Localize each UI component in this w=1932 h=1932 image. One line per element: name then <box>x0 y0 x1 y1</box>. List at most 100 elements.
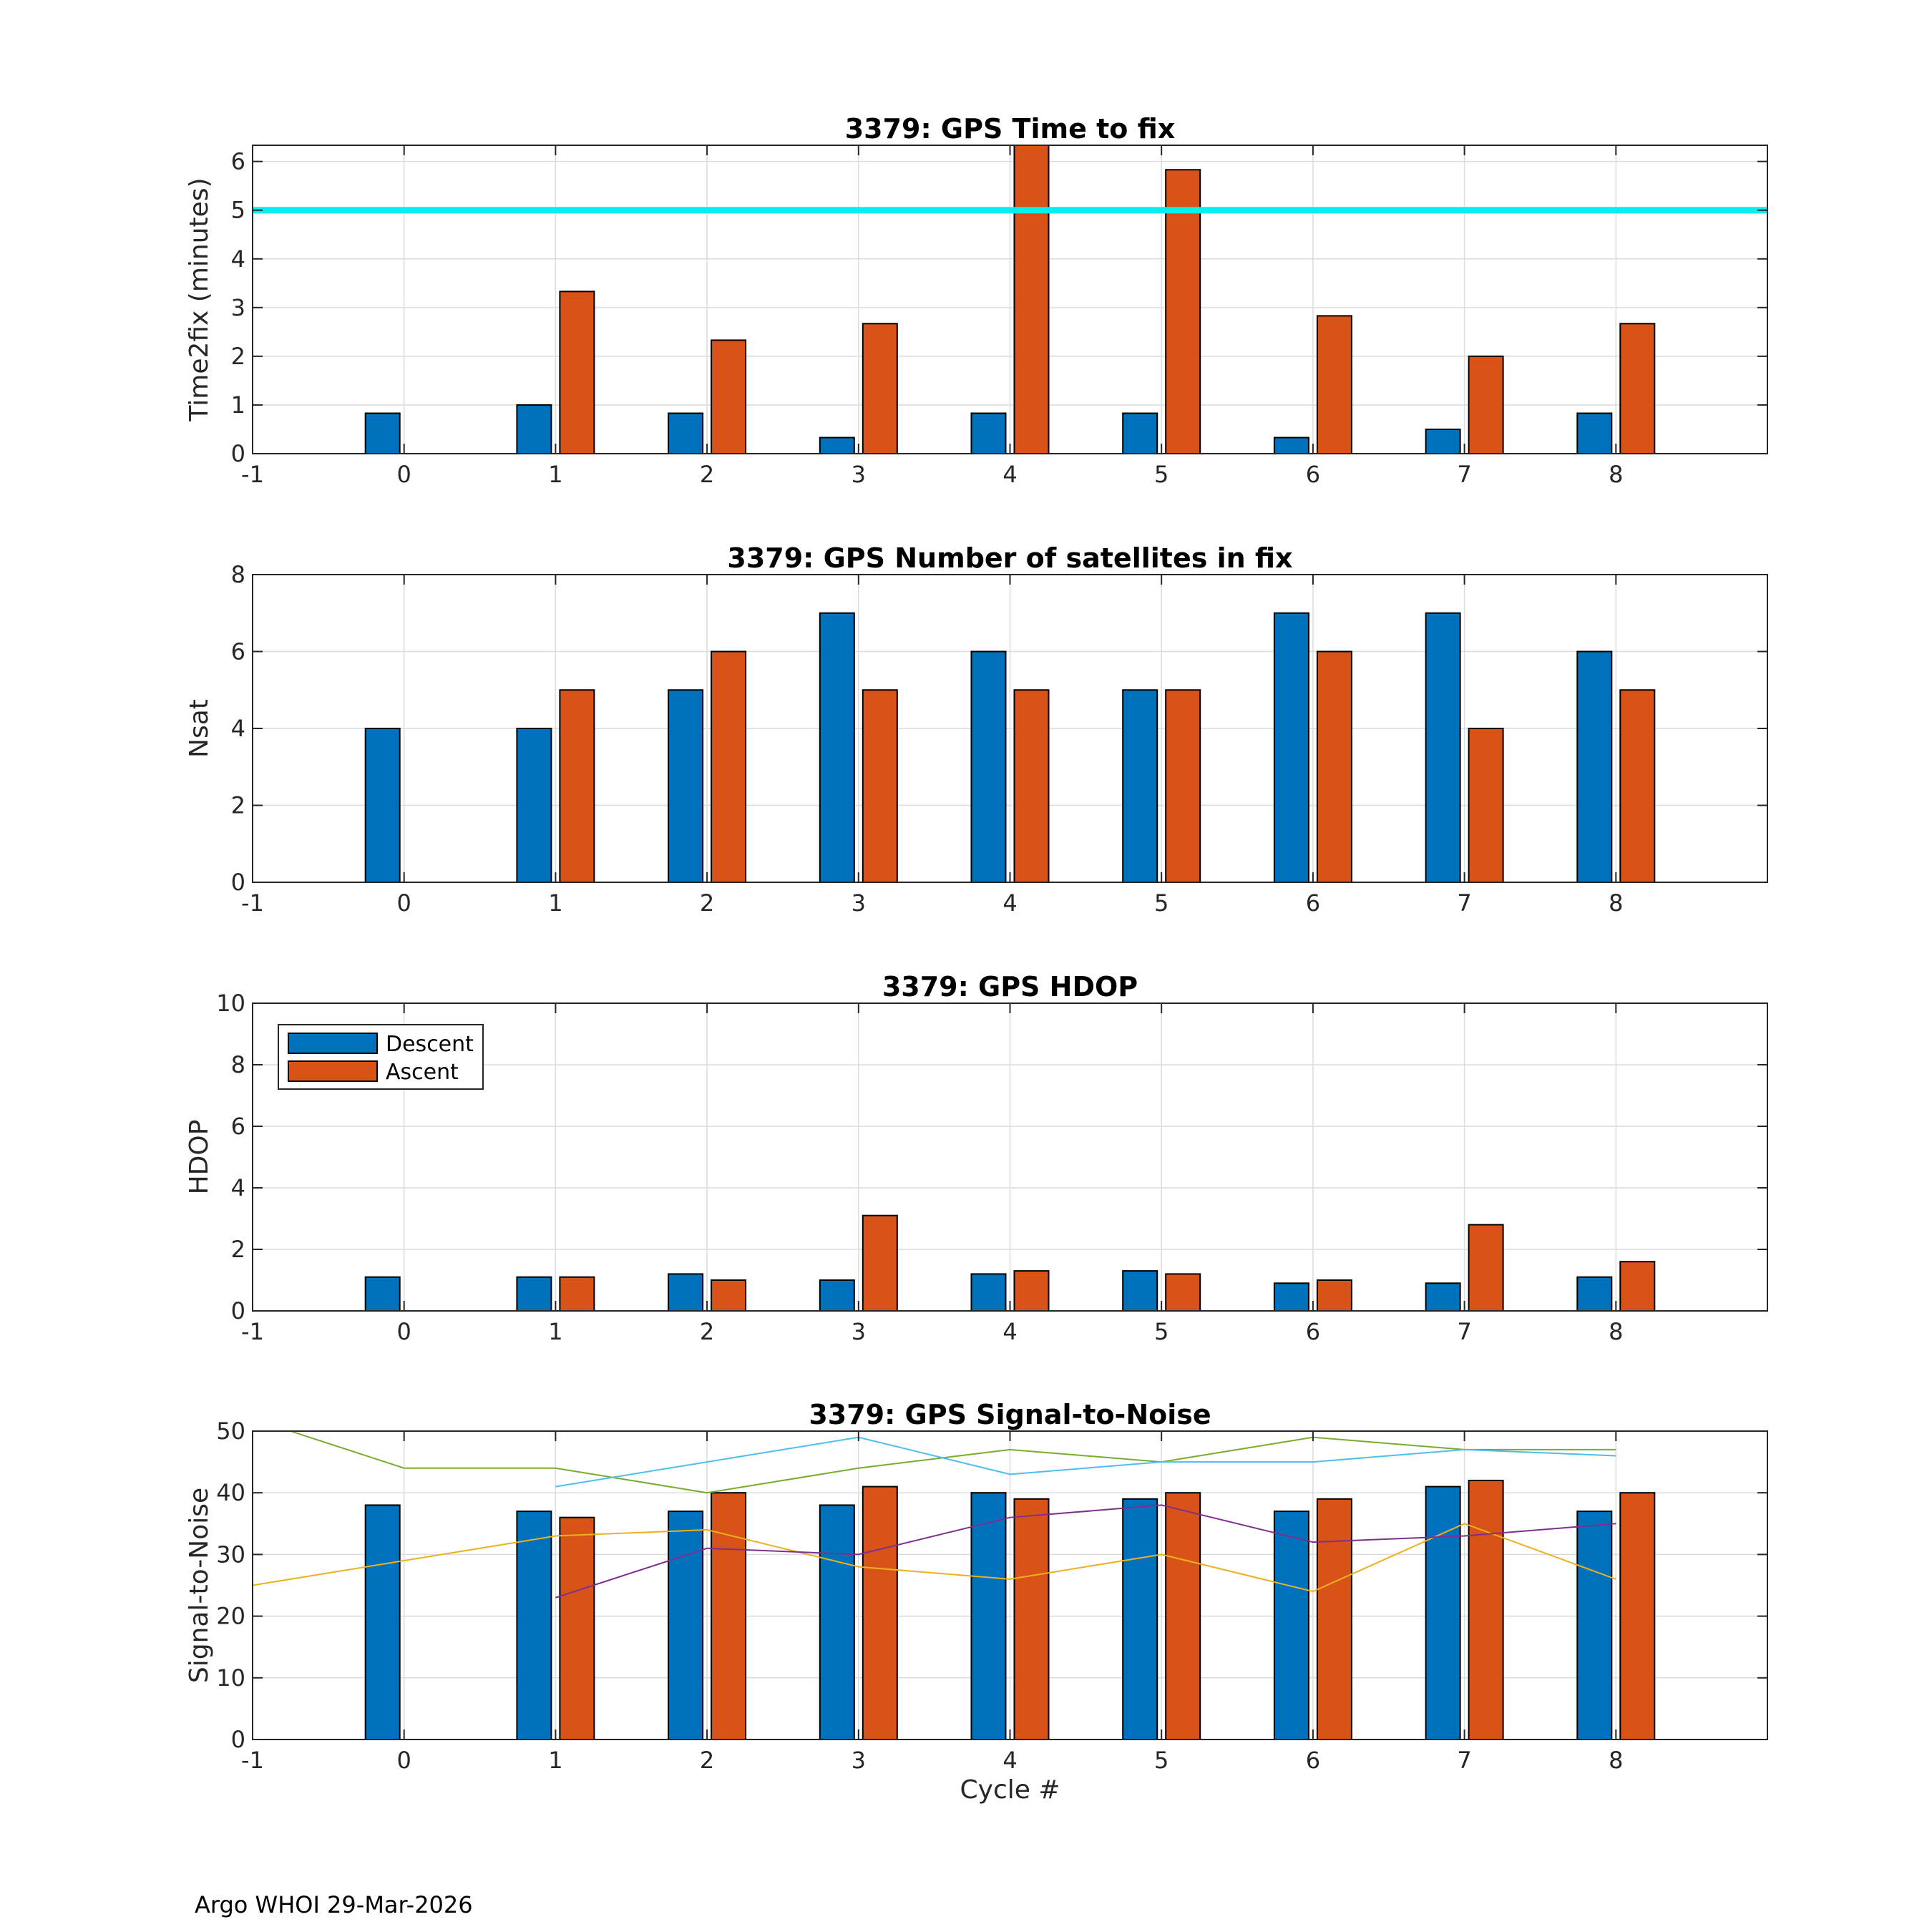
legend-label-descent: Descent <box>386 1032 474 1057</box>
bar-ascent <box>1468 355 1504 454</box>
bar-ascent <box>1165 1492 1201 1740</box>
bar-descent <box>1273 1511 1309 1740</box>
bar-ascent <box>862 323 898 454</box>
bar-descent <box>970 1273 1007 1311</box>
x-axis-label: Cycle # <box>960 1775 1060 1805</box>
y-tick-label: 0 <box>231 440 245 467</box>
x-tick-label: 2 <box>700 1318 714 1345</box>
x-tick-label: 5 <box>1154 461 1169 488</box>
x-tick-label: 1 <box>548 1747 562 1774</box>
bar-descent <box>1122 412 1158 454</box>
legend: Descent Ascent <box>278 1024 484 1090</box>
bar-ascent <box>559 689 595 882</box>
x-tick-label: 4 <box>1002 889 1017 917</box>
y-tick-label: 8 <box>231 561 245 588</box>
bar-descent <box>1425 1485 1461 1740</box>
y-tick-label: 4 <box>231 715 245 742</box>
chart-title: 3379: GPS Signal-to-Noise <box>809 1399 1211 1430</box>
x-tick-label: 5 <box>1154 1318 1169 1345</box>
bar-ascent <box>1013 689 1050 882</box>
bar-descent <box>516 1276 552 1311</box>
y-tick-label: 2 <box>231 792 245 819</box>
y-axis-label: Signal-to-Noise <box>185 1488 214 1683</box>
bar-descent <box>1122 1270 1158 1311</box>
snr-series-line <box>253 1523 1616 1593</box>
bar-ascent <box>1468 1479 1504 1740</box>
legend-swatch-descent <box>288 1033 378 1054</box>
bar-ascent <box>1468 728 1504 882</box>
x-tick-label: 2 <box>700 461 714 488</box>
bar-ascent <box>1165 689 1201 882</box>
y-tick-label: 10 <box>216 990 245 1017</box>
plot-area <box>364 1214 1656 1311</box>
x-tick-label: 5 <box>1154 889 1169 917</box>
snr-series-line <box>288 1431 1616 1494</box>
x-tick-label: 6 <box>1306 461 1320 488</box>
y-tick-label: 50 <box>216 1418 245 1445</box>
x-tick-label: 6 <box>1306 1318 1320 1345</box>
x-tick-label: 2 <box>700 1747 714 1774</box>
x-tick-label: 3 <box>852 1747 866 1774</box>
x-tick-label: 3 <box>852 461 866 488</box>
bar-descent <box>1122 1498 1158 1740</box>
bar-descent <box>1273 1282 1309 1311</box>
bar-descent <box>364 728 401 882</box>
bar-descent <box>668 412 704 454</box>
x-tick-label: 5 <box>1154 1747 1169 1774</box>
bar-descent <box>970 1492 1007 1740</box>
bar-descent <box>364 412 401 454</box>
plot-area <box>253 1431 1656 1740</box>
bar-descent <box>1122 689 1158 882</box>
bar-ascent <box>1165 1273 1201 1311</box>
x-tick-label: 3 <box>852 1318 866 1345</box>
x-tick-label: 4 <box>1002 1318 1017 1345</box>
x-tick-label: 3 <box>852 889 866 917</box>
footer-credit: Argo WHOI 29-Mar-2026 <box>195 1891 473 1918</box>
x-tick-label: 0 <box>397 889 411 917</box>
x-tick-label: 4 <box>1002 1747 1017 1774</box>
y-axis-label: HDOP <box>185 1120 214 1195</box>
x-tick-label: 8 <box>1609 889 1623 917</box>
y-tick-label: 1 <box>231 391 245 419</box>
y-tick-label: 6 <box>231 148 245 175</box>
x-tick-label: -1 <box>241 889 264 917</box>
snr-series-line <box>555 1436 1616 1488</box>
bar-ascent <box>1316 1498 1352 1740</box>
x-tick-label: 0 <box>397 1747 411 1774</box>
x-tick-label: 8 <box>1609 1318 1623 1345</box>
bar-descent <box>516 404 552 454</box>
x-tick-label: 7 <box>1457 1318 1471 1345</box>
y-tick-label: 10 <box>216 1664 245 1692</box>
bar-descent <box>1576 412 1613 454</box>
y-tick-label: 2 <box>231 343 245 370</box>
bar-descent <box>516 1511 552 1740</box>
x-tick-label: 0 <box>397 461 411 488</box>
bar-ascent <box>862 1485 898 1740</box>
bar-ascent <box>559 1516 595 1740</box>
y-tick-label: 6 <box>231 638 245 665</box>
bar-descent <box>970 650 1007 882</box>
bar-descent <box>1425 1282 1461 1311</box>
y-tick-label: 6 <box>231 1113 245 1140</box>
bar-descent <box>1576 1511 1613 1740</box>
x-tick-label: 7 <box>1457 1747 1471 1774</box>
bar-descent <box>1273 436 1309 454</box>
bar-descent <box>819 1279 855 1311</box>
y-axis-label: Nsat <box>185 699 214 758</box>
bar-ascent <box>1013 1270 1050 1311</box>
x-tick-label: 6 <box>1306 889 1320 917</box>
bar-ascent <box>1316 650 1352 882</box>
legend-label-ascent: Ascent <box>386 1060 459 1085</box>
bar-descent <box>516 728 552 882</box>
x-tick-label: 7 <box>1457 461 1471 488</box>
bar-descent <box>1273 612 1309 882</box>
y-tick-label: 0 <box>231 1297 245 1324</box>
bar-descent <box>970 412 1007 454</box>
bar-ascent <box>862 689 898 882</box>
x-tick-label: 6 <box>1306 1747 1320 1774</box>
chart-title: 3379: GPS HDOP <box>882 971 1138 1002</box>
bar-ascent <box>1316 1279 1352 1311</box>
